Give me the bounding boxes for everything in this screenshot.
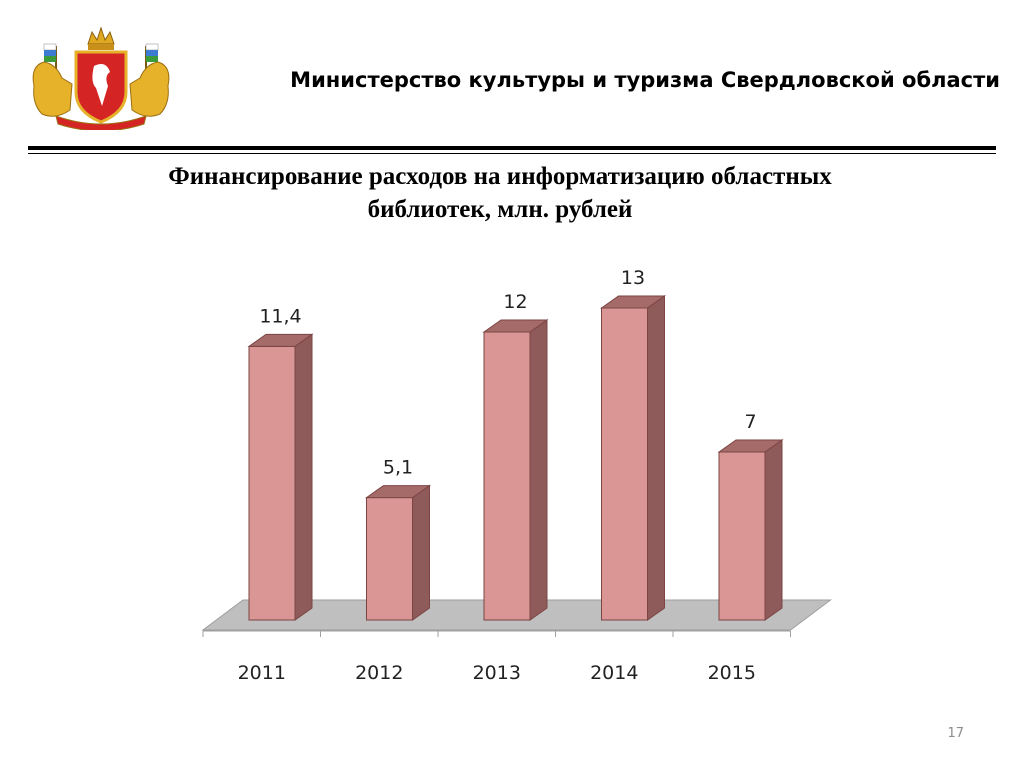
bar-side	[647, 295, 665, 621]
data-label: 12	[503, 291, 527, 313]
bar-top	[247, 333, 314, 347]
data-label: 11,4	[259, 305, 301, 327]
chart-title-line-1: Финансирование расходов на информатизаци…	[168, 163, 832, 190]
bar-side	[764, 439, 783, 621]
x-tick-label: 2014	[590, 662, 638, 684]
page-number: 17	[947, 726, 964, 741]
bar-top	[717, 439, 784, 453]
chart-title-line-2: библиотек, млн. рублей	[367, 196, 633, 223]
x-tick-label: 2013	[473, 662, 521, 684]
bar-front	[601, 307, 648, 621]
data-label: 7	[744, 411, 756, 433]
x-tick-label: 2012	[355, 662, 403, 684]
header-divider-thin	[28, 153, 996, 154]
bar-top	[364, 485, 432, 499]
coat-of-arms-logo	[32, 26, 170, 130]
bar-side	[294, 333, 313, 621]
bar-side	[529, 319, 548, 621]
data-label: 5,1	[383, 457, 413, 479]
header-divider-thick	[28, 146, 996, 150]
x-tick-label: 2015	[708, 662, 756, 684]
bar-side	[412, 484, 430, 621]
bar-top	[599, 295, 667, 309]
bar-front	[718, 451, 766, 621]
bar-front	[248, 345, 296, 621]
bar-top	[482, 319, 549, 333]
data-label: 13	[621, 267, 645, 289]
bar-front	[366, 497, 413, 621]
x-tick-label: 2011	[238, 662, 286, 684]
chart-title: Финансирование расходов на информатизаци…	[80, 160, 920, 226]
bar-front	[483, 331, 531, 621]
ministry-title: Министерство культуры и туризма Свердлов…	[290, 68, 1000, 92]
